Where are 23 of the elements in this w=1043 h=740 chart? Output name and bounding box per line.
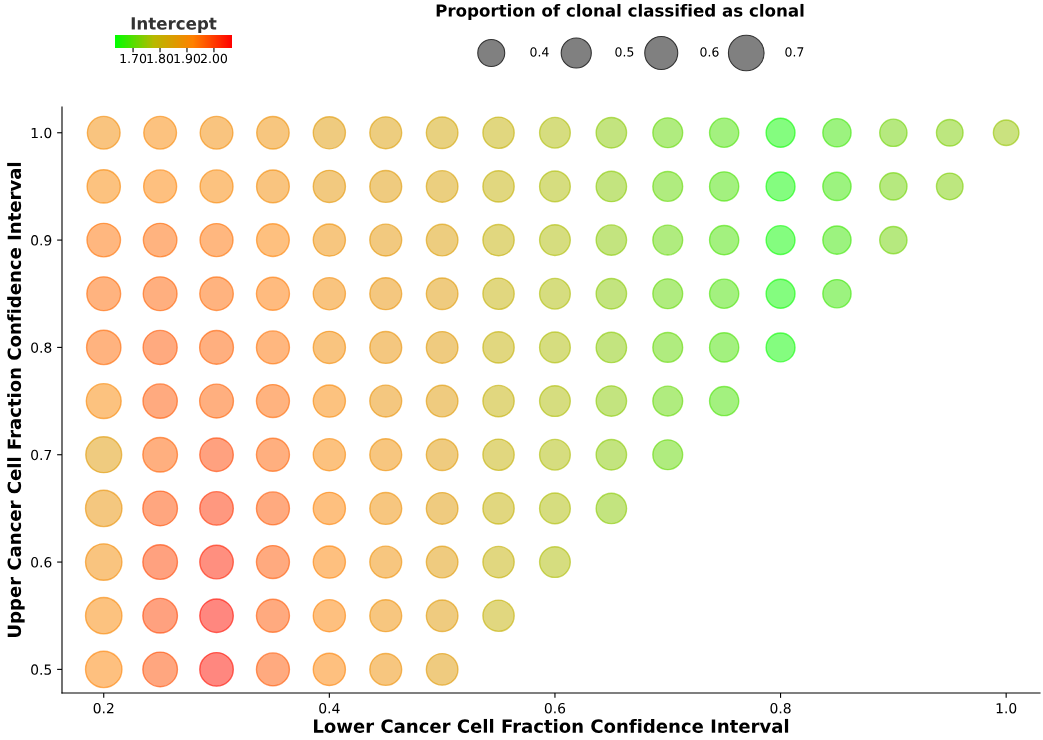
- y-tick-label: 0.6: [31, 557, 52, 568]
- x-tick-label: 1.0: [996, 702, 1017, 714]
- y-tick-label: 0.5: [31, 664, 52, 675]
- x-tick-label: 0.6: [544, 702, 566, 714]
- legend-label: 0.7: [785, 47, 804, 57]
- legend-label: 0.5: [615, 47, 634, 57]
- color-bar-label: 2.00: [200, 53, 228, 64]
- legend-label: 0.6: [700, 47, 719, 57]
- y-tick-label: 0.9: [31, 235, 52, 246]
- legend-title: Proportion of clonal classified as clonal: [436, 3, 804, 21]
- y-tick-label: 0.7: [31, 449, 52, 461]
- x-tick-label: 0.2: [93, 702, 114, 714]
- x-tick-label: 0.4: [319, 702, 340, 714]
- y-tick-label: 0.8: [31, 342, 52, 353]
- legend-label: 0.4: [530, 47, 549, 57]
- color-bar-label: 1.70: [120, 53, 147, 64]
- y-tick-label: 1.0: [31, 127, 52, 139]
- color-bar-label: 1.80: [147, 53, 174, 64]
- color-bar-title: Intercept: [131, 17, 217, 33]
- x-tick-label: 0.8: [770, 702, 791, 714]
- y-axis-title: Upper Cancer Cell Fraction Confidence Interval: [7, 162, 25, 637]
- x-axis-title: Lower Cancer Cell Fraction Confidence Interval: [314, 718, 789, 733]
- color-bar-label: 1.90: [174, 53, 201, 64]
